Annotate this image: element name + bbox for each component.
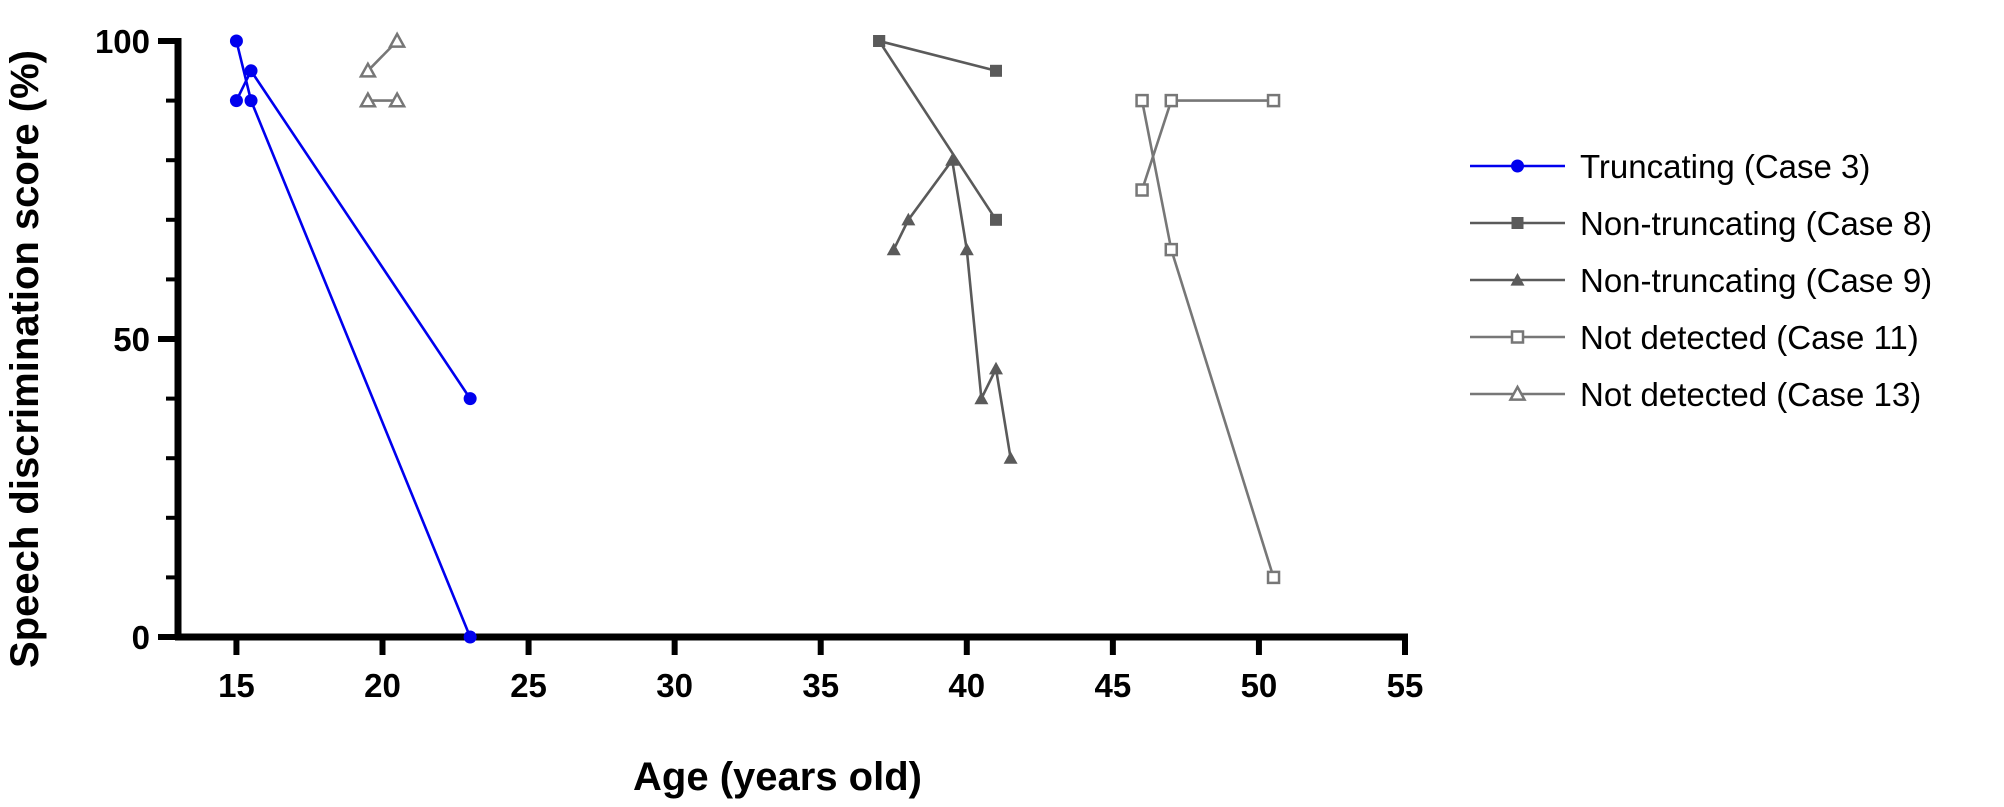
- y-tick-label: 0: [132, 619, 150, 656]
- data-point: [989, 361, 1003, 375]
- x-tick-label: 30: [656, 667, 693, 704]
- data-point: [229, 34, 243, 48]
- data-point: [387, 91, 407, 108]
- data-point: [974, 391, 989, 405]
- data-point: [358, 91, 378, 108]
- data-point: [959, 242, 974, 256]
- series-line: [878, 39, 997, 73]
- series-line: [235, 40, 472, 638]
- series-line: [878, 40, 998, 221]
- legend-label: Not detected (Case 11): [1580, 319, 1919, 356]
- legend-label: Truncating (Case 3): [1580, 148, 1870, 185]
- series-4: [1135, 93, 1281, 585]
- series-1: [229, 34, 477, 644]
- x-tick-label: 40: [948, 667, 985, 704]
- data-point: [1266, 93, 1281, 108]
- x-axis-title: Age (years old): [633, 755, 922, 799]
- data-point: [244, 64, 258, 78]
- y-ticks: 0 50 100: [95, 23, 178, 656]
- data-point: [945, 153, 960, 166]
- legend-swatch-marker: [1508, 384, 1527, 401]
- legend-label: Not detected (Case 13): [1580, 376, 1921, 413]
- x-ticks: 15 20 25 30 35 40 45 50 55: [218, 637, 1423, 704]
- data-point: [886, 242, 901, 256]
- x-tick-label: 55: [1387, 667, 1424, 704]
- series-line: [892, 156, 1012, 459]
- series-line: [1140, 99, 1274, 191]
- legend-item: Non-truncating (Case 8): [1470, 205, 1932, 242]
- data-point: [244, 94, 258, 108]
- data-point: [990, 213, 1002, 226]
- legend: Truncating (Case 3) Non-truncating (Case …: [1470, 148, 1932, 413]
- data-point: [901, 212, 916, 226]
- data-point: [1135, 93, 1149, 108]
- data-point: [358, 61, 378, 78]
- plot-series: [229, 31, 1281, 644]
- data-point: [463, 630, 477, 644]
- data-point: [1164, 242, 1179, 257]
- x-tick-label: 45: [1094, 667, 1131, 704]
- y-axis-title: Speech discrimination score (%): [3, 50, 47, 668]
- data-point: [387, 31, 407, 48]
- legend-swatch-marker: [1510, 273, 1525, 286]
- legend-swatch-marker: [1510, 330, 1525, 344]
- legend-swatch-marker: [1511, 217, 1524, 229]
- x-tick-label: 50: [1241, 667, 1278, 704]
- series-5: [358, 31, 407, 108]
- series-line: [1140, 100, 1275, 578]
- series-3: [886, 153, 1018, 464]
- data-point: [1135, 183, 1149, 197]
- data-point: [1164, 93, 1179, 108]
- x-tick-label: 15: [218, 667, 255, 704]
- legend-item: Not detected (Case 11): [1470, 319, 1919, 356]
- legend-label: Non-truncating (Case 8): [1580, 205, 1932, 242]
- legend-label: Non-truncating (Case 9): [1580, 262, 1932, 299]
- legend-item: Non-truncating (Case 9): [1470, 262, 1932, 299]
- x-tick-label: 20: [364, 667, 401, 704]
- data-point: [873, 35, 886, 47]
- axes: 15 20 25 30 35 40 45 50 55 0 50 100: [95, 23, 1423, 704]
- x-tick-label: 35: [802, 667, 839, 704]
- data-point: [990, 64, 1002, 77]
- legend-swatch-marker: [1511, 159, 1524, 173]
- data-point: [463, 392, 477, 406]
- data-point: [1003, 451, 1018, 464]
- data-point: [229, 94, 243, 108]
- series-2: [873, 35, 1002, 226]
- legend-item: Not detected (Case 13): [1470, 376, 1921, 413]
- legend-item: Truncating (Case 3): [1470, 148, 1870, 185]
- x-tick-label: 25: [510, 667, 547, 704]
- y-tick-label: 100: [95, 23, 150, 60]
- data-point: [1266, 570, 1281, 585]
- y-tick-label: 50: [113, 321, 150, 358]
